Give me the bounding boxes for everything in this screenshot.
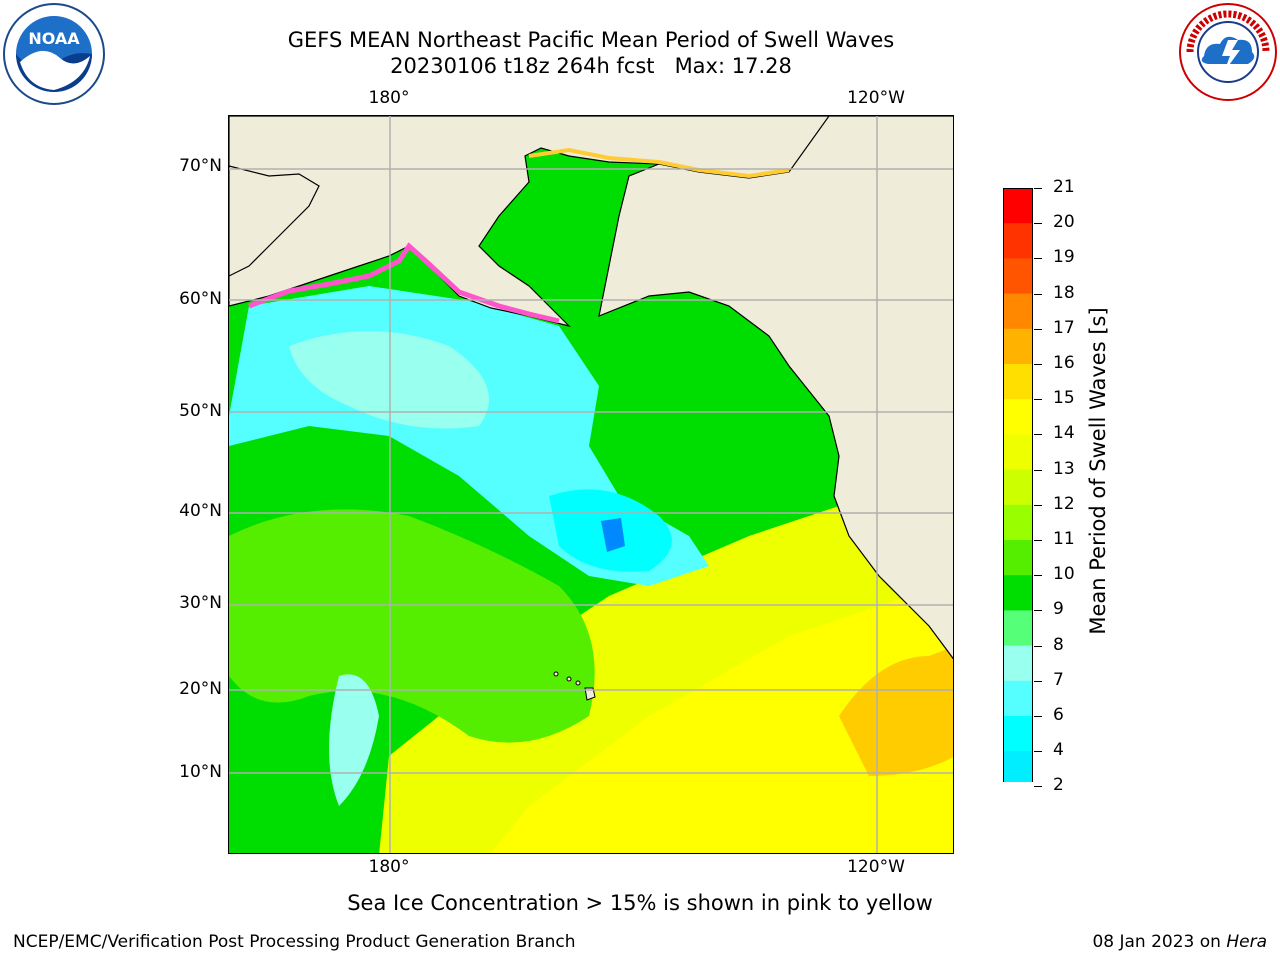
colorbar-tick-mark: [1034, 328, 1042, 330]
swell-region-2-4s: [601, 518, 625, 552]
colorbar-segment: [1003, 680, 1033, 717]
swell-period-map: [228, 115, 954, 854]
colorbar-tick-label: 21: [1053, 177, 1075, 197]
colorbar-segment: [1003, 504, 1033, 541]
colorbar-segment: [1003, 364, 1033, 400]
lon-label-top-120w: 120°W: [847, 88, 905, 108]
colorbar-tick-mark: [1034, 540, 1042, 541]
colorbar-tick-mark: [1034, 786, 1042, 788]
colorbar-segment: [1003, 610, 1033, 647]
colorbar-tick-mark: [1034, 223, 1042, 225]
lat-label-40n: 40°N: [179, 501, 222, 521]
colorbar-segment: [1003, 188, 1033, 224]
nws-logo-icon: [1179, 3, 1277, 101]
lon-label-top-180: 180°: [368, 88, 410, 108]
colorbar-tick-label: 17: [1053, 317, 1075, 338]
colorbar-tick-label: 4: [1053, 740, 1064, 761]
colorbar-tick-mark: [1034, 610, 1042, 612]
colorbar-segment: [1003, 716, 1033, 752]
colorbar-tick-label: 20: [1053, 212, 1075, 233]
colorbar-tick-mark: [1034, 575, 1042, 577]
lat-label-60n: 60°N: [179, 289, 222, 309]
colorbar-segment: [1003, 258, 1033, 295]
colorbar-tick-label: 16: [1053, 353, 1075, 373]
colorbar-tick-label: 7: [1053, 669, 1064, 690]
colorbar-tick-mark: [1034, 364, 1042, 365]
colorbar-segment: [1003, 469, 1033, 506]
lon-label-bottom-180: 180°: [368, 857, 410, 877]
colorbar-tick-mark: [1034, 504, 1042, 506]
colorbar-tick-mark: [1034, 469, 1042, 471]
colorbar-tick-label: 12: [1053, 493, 1075, 514]
colorbar-tick-label: 10: [1053, 564, 1075, 585]
colorbar-tick-mark: [1034, 645, 1042, 647]
lat-label-10n: 10°N: [179, 762, 222, 782]
sea-ice-edge-arctic: [528, 147, 790, 179]
colorbar-tick-label: 13: [1053, 458, 1075, 479]
lat-label-30n: 30°N: [179, 593, 222, 613]
swell-region-16-17s: [839, 646, 953, 776]
swell-region-11-12s: [229, 509, 595, 743]
colorbar-segment: [1003, 223, 1033, 259]
colorbar-segment: [1003, 434, 1033, 471]
colorbar-segment: [1003, 645, 1033, 682]
noaa-logo-icon: NOAA: [3, 3, 105, 105]
colorbar-segment: [1003, 540, 1033, 576]
colorbar-tick-mark: [1034, 293, 1042, 295]
swell-region-15s: [490, 576, 953, 853]
lon-label-bottom-120w: 120°W: [847, 857, 905, 877]
sea-ice-footnote: Sea Ice Concentration > 15% is shown in …: [347, 891, 933, 915]
colorbar-segment: [1003, 575, 1033, 611]
lat-label-20n: 20°N: [179, 679, 222, 699]
colorbar-tick-mark: [1034, 188, 1042, 189]
colorbar-tick-mark: [1034, 434, 1042, 436]
colorbar-tick-label: 11: [1053, 529, 1075, 549]
colorbar-tick-label: 19: [1053, 247, 1075, 268]
colorbar-outline: [1003, 188, 1033, 782]
credit-text: NCEP/EMC/Verification Post Processing Pr…: [13, 932, 576, 952]
noaa-logo-text: NOAA: [28, 29, 80, 48]
colorbar-tick-label: 2: [1053, 775, 1064, 796]
colorbar-segment: [1003, 751, 1033, 782]
colorbar-tick-mark: [1034, 399, 1042, 401]
colorbar-tick-label: 15: [1053, 388, 1075, 409]
colorbar-tick-mark: [1034, 258, 1042, 260]
date-label: 08 Jan 2023 on: [1092, 932, 1227, 952]
colorbar-tick-label: 6: [1053, 705, 1064, 725]
lat-label-50n: 50°N: [179, 401, 222, 421]
sea-ice-edge: [248, 242, 560, 324]
colorbar: [1003, 188, 1033, 782]
land-chukotka: [229, 165, 320, 277]
colorbar-segment: [1003, 293, 1033, 330]
colorbar-segment: [1003, 399, 1033, 435]
colorbar-tick-mark: [1034, 680, 1042, 682]
gridlines: [229, 116, 953, 853]
colorbar-segment: [1003, 328, 1033, 365]
colorbar-tick-mark: [1034, 751, 1042, 753]
hawaii-islands: [553, 671, 596, 701]
colorbar-tick-label: 14: [1053, 423, 1075, 444]
colorbar-tick-label: 8: [1053, 634, 1064, 655]
date-text: 08 Jan 2023 on Hera: [1092, 932, 1267, 952]
colorbar-tick-label: 9: [1053, 599, 1064, 620]
map-title-line2: 20230106 t18z 264h fcst Max: 17.28: [390, 54, 792, 78]
map-title-line1: GEFS MEAN Northeast Pacific Mean Period …: [287, 28, 895, 52]
colorbar-tick-mark: [1034, 716, 1042, 717]
machine-name: Hera: [1226, 932, 1267, 952]
colorbar-tick-label: 18: [1053, 282, 1075, 303]
swell-region-9s: [289, 331, 489, 429]
colorbar-label: Mean Period of Swell Waves [s]: [1086, 307, 1110, 635]
map-canvas: [229, 116, 953, 853]
lat-label-70n: 70°N: [179, 156, 222, 176]
